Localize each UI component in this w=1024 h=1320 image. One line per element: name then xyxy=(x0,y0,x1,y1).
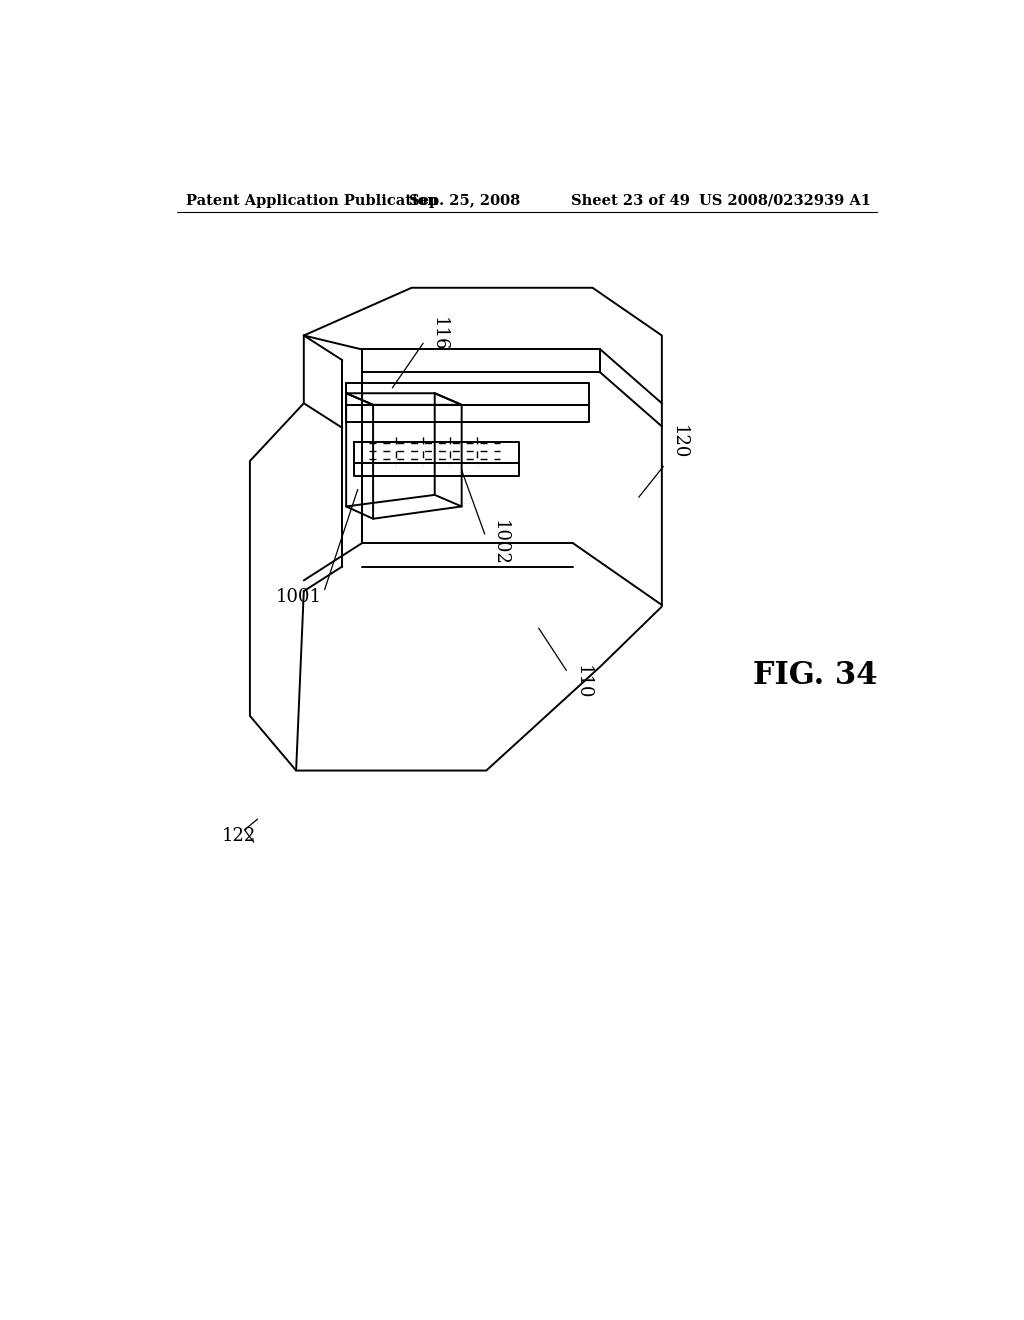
Text: 122: 122 xyxy=(221,828,256,845)
Text: 1001: 1001 xyxy=(275,589,322,606)
Text: FIG. 34: FIG. 34 xyxy=(753,660,878,692)
Text: 116: 116 xyxy=(429,317,447,351)
Text: 120: 120 xyxy=(670,425,687,459)
Text: Sep. 25, 2008: Sep. 25, 2008 xyxy=(410,194,520,207)
Text: 1002: 1002 xyxy=(490,520,509,566)
Text: US 2008/0232939 A1: US 2008/0232939 A1 xyxy=(698,194,870,207)
Text: Patent Application Publication: Patent Application Publication xyxy=(186,194,438,207)
Text: Sheet 23 of 49: Sheet 23 of 49 xyxy=(571,194,690,207)
Text: 110: 110 xyxy=(573,665,591,700)
